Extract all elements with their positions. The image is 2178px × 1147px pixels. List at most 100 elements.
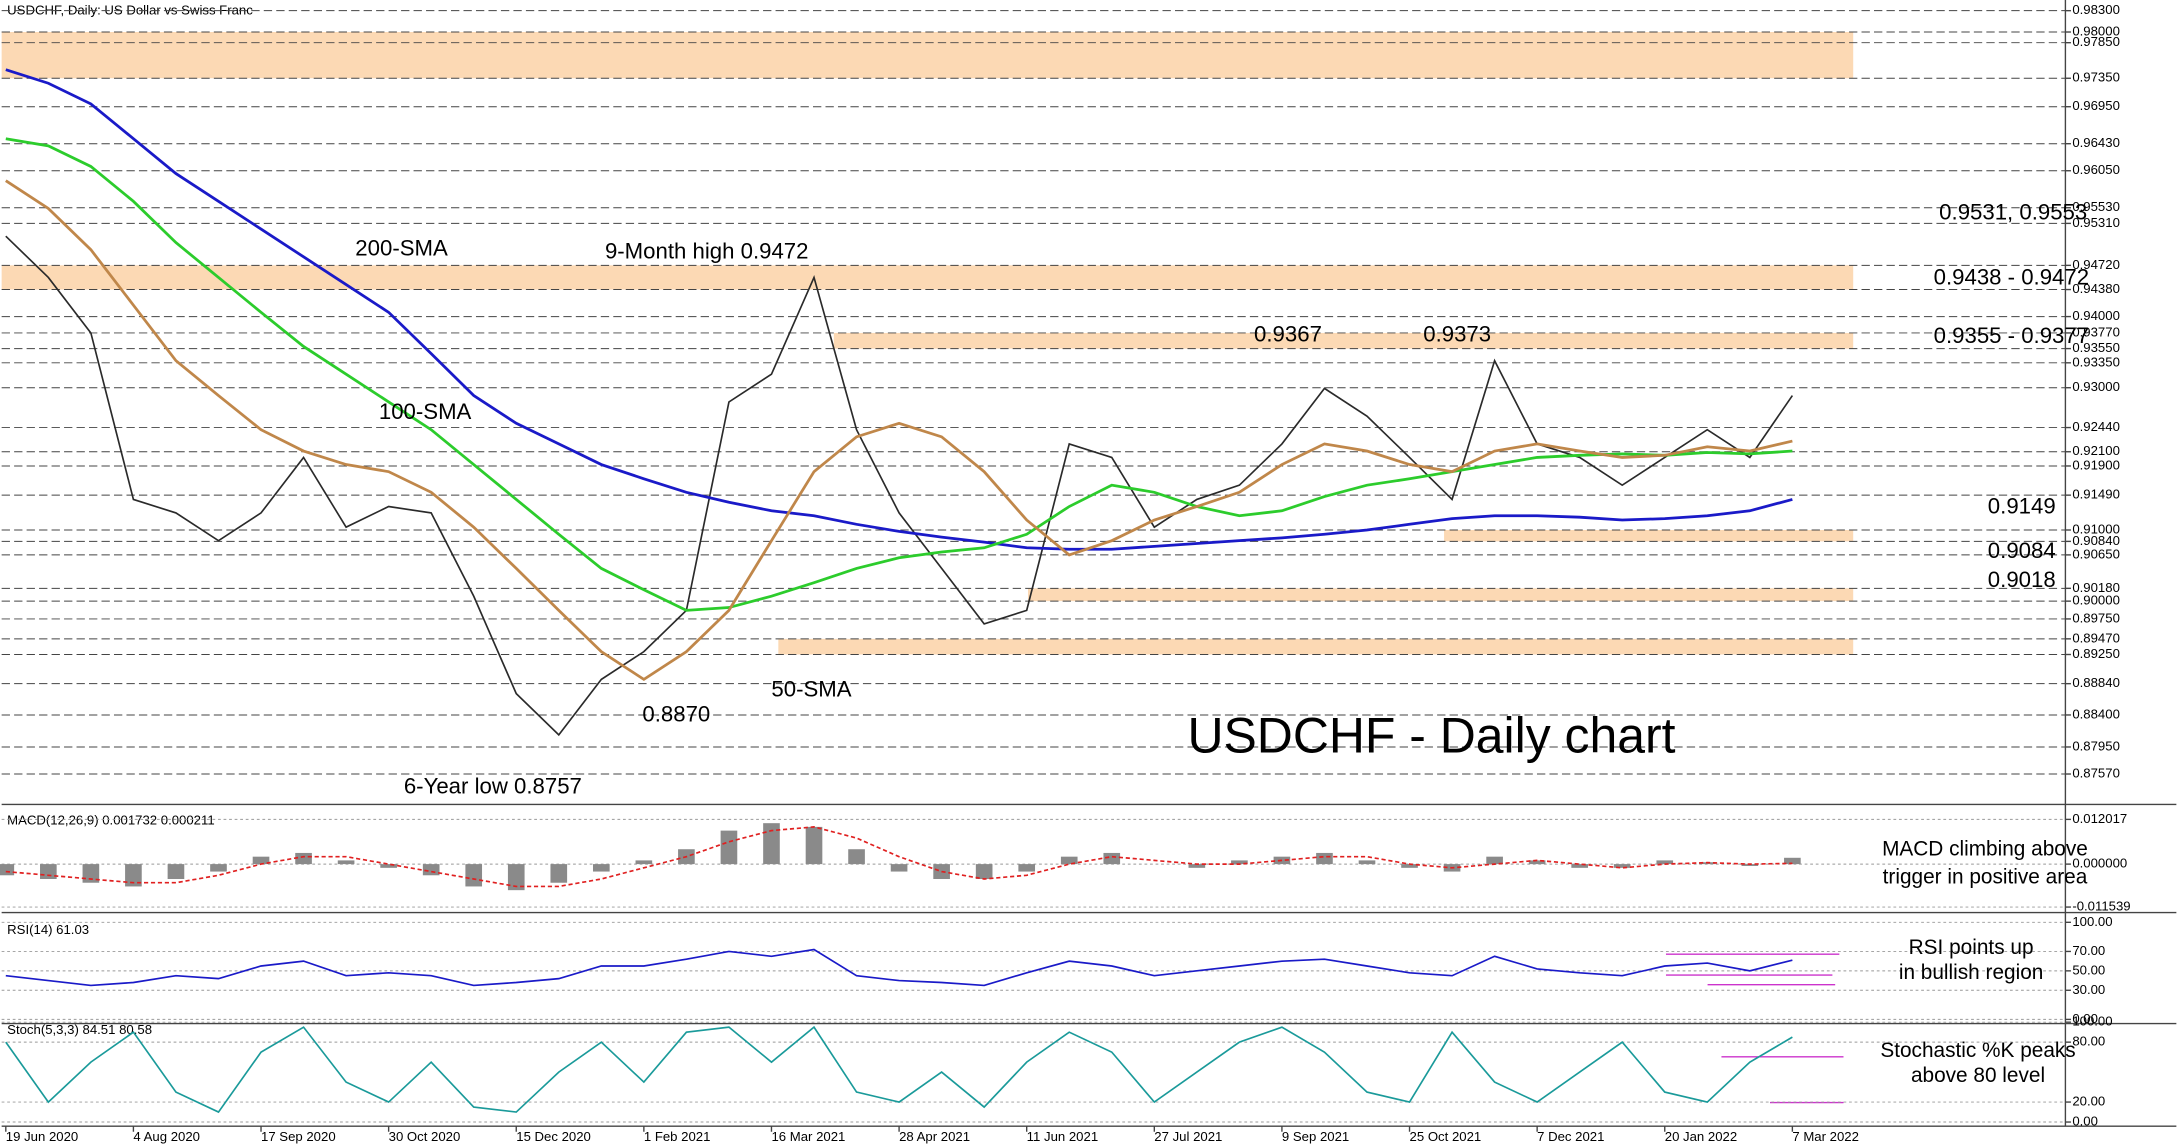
annotation: above 80 level	[1911, 1064, 2045, 1087]
macd-bar	[465, 864, 483, 887]
macd-bar	[1613, 864, 1631, 868]
zone	[778, 638, 1854, 655]
macd-bar	[805, 826, 823, 865]
y-tick-label: 0.87570	[2072, 765, 2120, 780]
macd-bar	[295, 852, 312, 865]
annotation: 6-Year low 0.8757	[404, 774, 582, 799]
y-tick-label: 0.90650	[2072, 546, 2120, 561]
x-tick-label: 15 Dec 2020	[516, 1129, 591, 1144]
annotation: 0.9531, 0.9553	[1939, 199, 2087, 224]
indicator-line	[5, 1025, 1793, 1114]
y-tick-label: 50.00	[2072, 962, 2105, 977]
macd-bar	[0, 864, 15, 876]
annotation: MACD climbing above	[1882, 838, 2088, 861]
annotation: in bullish region	[1899, 961, 2044, 984]
zone	[1, 265, 1854, 290]
annotation: Stochastic %K peaks	[1880, 1039, 2075, 1062]
y-tick-label: 0.92100	[2072, 443, 2120, 458]
macd-bar	[82, 864, 100, 883]
y-tick-label: 0.98000	[2072, 23, 2120, 38]
x-tick-label: 27 Jul 2021	[1154, 1129, 1222, 1144]
y-tick-label: 0.94720	[2072, 257, 2120, 272]
y-tick-label: 0.92440	[2072, 419, 2120, 434]
y-tick-label: 0.94380	[2072, 281, 2120, 296]
y-tick-label: 0.012017	[2072, 811, 2127, 826]
y-tick-label: 0.90180	[2072, 580, 2120, 595]
x-tick-label: 4 Aug 2020	[133, 1129, 200, 1144]
y-tick-label: 0.90000	[2072, 593, 2120, 608]
macd-bar	[1188, 864, 1206, 868]
y-tick-label: 70.00	[2072, 943, 2105, 958]
y-tick-label: 0.93000	[2072, 379, 2120, 394]
annotation: 0.9367	[1254, 321, 1322, 346]
sma-label: 100-SMA	[379, 399, 472, 424]
macd-bar	[380, 864, 397, 868]
macd-bar	[1656, 860, 1674, 865]
y-tick-label: 0.89250	[2072, 646, 2120, 661]
annotation: 0.9018	[1988, 567, 2056, 592]
indicator-line	[5, 948, 1793, 987]
macd-bar	[1018, 864, 1036, 872]
macd-bar	[1231, 860, 1248, 865]
x-tick-label: 19 Jun 2020	[6, 1129, 78, 1144]
y-tick-label: 0.93550	[2072, 340, 2120, 355]
y-tick-label: 100.00	[2072, 1014, 2112, 1029]
macd-bar	[1741, 864, 1759, 866]
indicator-line	[5, 826, 1793, 888]
y-tick-label: 0.91000	[2072, 521, 2120, 536]
macd-bar	[890, 864, 908, 872]
annotation: 0.8870	[642, 702, 710, 727]
annotation: 0.9355 - 0.9377	[1934, 323, 2089, 348]
y-tick-label: 0.00	[2072, 1114, 2098, 1129]
macd-bar	[40, 864, 57, 879]
sma-label: 200-SMA	[355, 236, 448, 261]
macd-bar	[720, 830, 738, 865]
x-tick-label: 28 Apr 2021	[899, 1129, 970, 1144]
macd-bar	[593, 864, 610, 872]
macd-bar	[1401, 864, 1418, 868]
y-tick-label: 0.87950	[2072, 738, 2120, 753]
zone	[1, 32, 1854, 79]
x-tick-label: 20 Jan 2022	[1665, 1129, 1737, 1144]
y-tick-label: 0.00	[2072, 1011, 2098, 1026]
macd-bar	[975, 864, 993, 879]
macd-bar	[550, 864, 568, 883]
y-tick-label: 0.91490	[2072, 487, 2120, 502]
y-tick-label: 0.90840	[2072, 533, 2120, 548]
y-tick-label: 0.89470	[2072, 630, 2120, 645]
annotation: 0.9373	[1423, 321, 1491, 346]
macd-bar	[1060, 856, 1078, 865]
macd-bar	[167, 864, 185, 879]
y-tick-label: 0.88400	[2072, 706, 2120, 721]
y-tick-label: 0.96430	[2072, 135, 2120, 150]
macd-bar	[1103, 852, 1121, 865]
y-tick-label: 0.91900	[2072, 457, 2120, 472]
price-line	[5, 235, 1794, 737]
panel-title: USDCHF, Daily: US Dollar vs Swiss Franc	[7, 3, 253, 18]
y-tick-label: 80.00	[2072, 1034, 2105, 1049]
macd-bar	[763, 823, 780, 865]
macd-bar	[337, 860, 355, 865]
y-tick-label: 0.89750	[2072, 610, 2120, 625]
x-tick-label: 7 Dec 2021	[1537, 1129, 1604, 1144]
x-tick-label: 16 Mar 2021	[771, 1129, 845, 1144]
annotation: trigger in positive area	[1883, 865, 2088, 888]
y-tick-label: 0.97850	[2072, 34, 2120, 49]
sma-line	[5, 68, 1793, 551]
annotation: 0.9149	[1988, 493, 2056, 518]
annotation: RSI points up	[1909, 936, 2034, 959]
zone	[1027, 588, 1854, 602]
y-tick-label: 100.00	[2072, 914, 2112, 929]
annotation: USDCHF - Daily chart	[1187, 707, 1675, 763]
y-tick-label: 0.93350	[2072, 354, 2120, 369]
sma-label: 50-SMA	[771, 677, 851, 702]
macd-bar	[1358, 860, 1376, 865]
annotation: 0.9084	[1988, 538, 2056, 563]
y-tick-label: 30.00	[2072, 982, 2105, 997]
y-tick-label: 0.95310	[2072, 215, 2120, 230]
y-tick-label: 20.00	[2072, 1094, 2105, 1109]
y-tick-label: 0.96050	[2072, 162, 2120, 177]
x-tick-label: 7 Mar 2022	[1792, 1129, 1859, 1144]
